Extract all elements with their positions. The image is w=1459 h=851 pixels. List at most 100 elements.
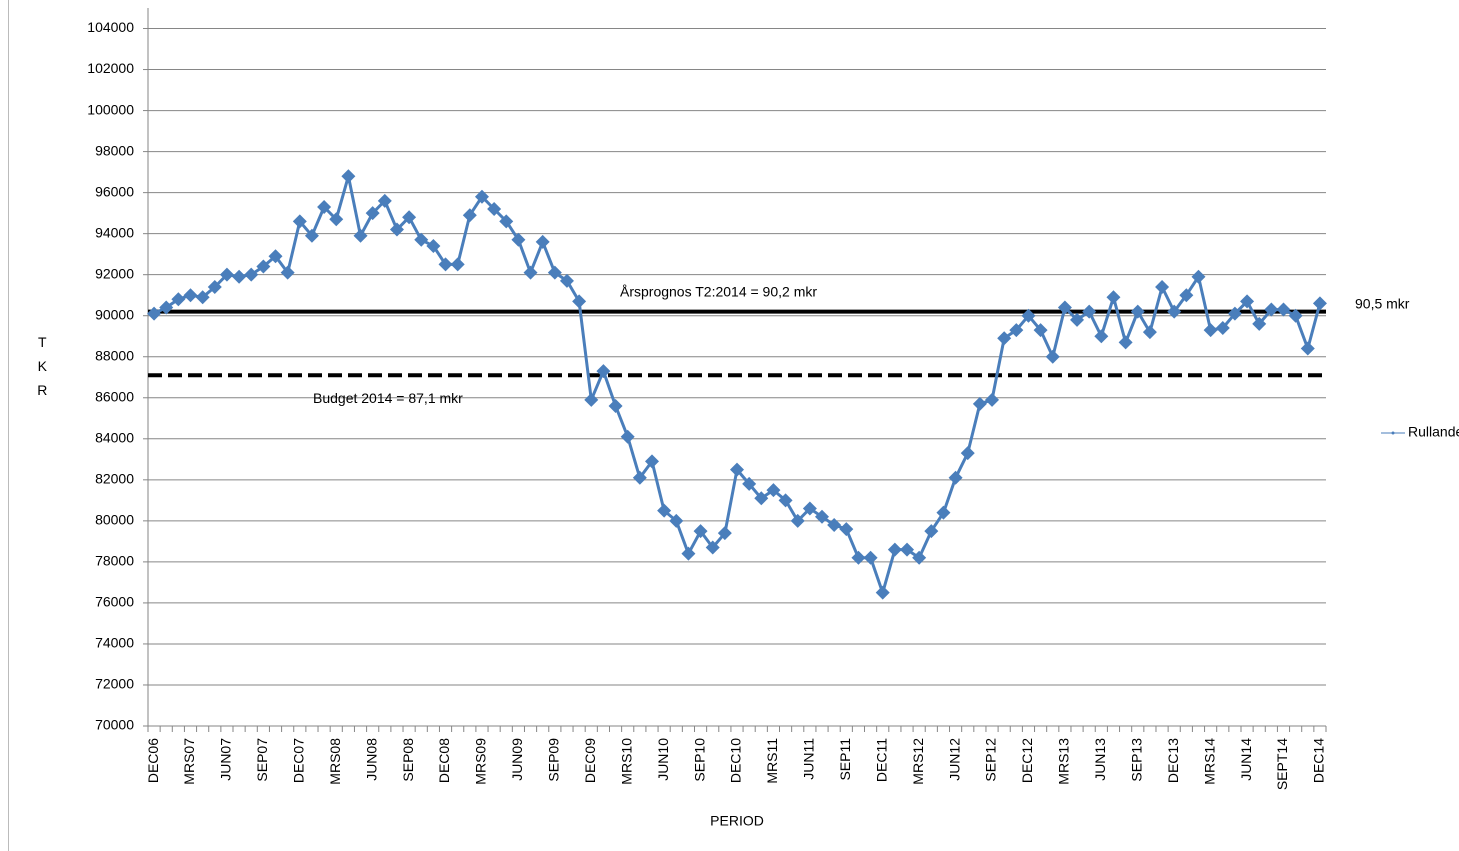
data-point	[438, 257, 453, 272]
x-tick-label: JUN10	[655, 738, 671, 781]
data-point	[657, 503, 672, 518]
data-point	[450, 257, 465, 272]
data-point	[766, 483, 781, 498]
data-point	[620, 429, 635, 444]
data-point	[1009, 323, 1024, 338]
data-point	[1033, 323, 1048, 338]
annotation: 90,5 mkr	[1355, 296, 1410, 312]
data-point	[632, 470, 647, 485]
data-point	[159, 300, 174, 315]
data-point	[353, 228, 368, 243]
data-point	[1264, 302, 1279, 317]
x-tick-label: SEP07	[254, 738, 270, 782]
x-tick-label: JUN08	[363, 738, 379, 781]
data-point	[912, 550, 927, 565]
legend-label: Rullande årsvärdet	[1408, 424, 1459, 440]
x-tick-label: JUN13	[1092, 738, 1108, 781]
x-tick-label: MRS10	[618, 738, 634, 785]
data-point	[341, 169, 356, 184]
x-tick-label: DEC07	[291, 738, 307, 783]
data-point	[669, 513, 684, 528]
data-point	[742, 476, 757, 491]
data-point	[1191, 269, 1206, 284]
data-point	[462, 208, 477, 223]
data-point	[1021, 308, 1036, 323]
x-tick-label: SEP10	[691, 738, 707, 782]
y-tick-label: 100000	[87, 101, 134, 117]
x-tick-label: JUN11	[801, 738, 817, 780]
data-point	[547, 265, 562, 280]
data-point	[985, 392, 1000, 407]
x-tick-label: MRS14	[1201, 738, 1217, 785]
data-point	[414, 232, 429, 247]
x-tick-label: JUN09	[509, 738, 525, 781]
data-point	[183, 288, 198, 303]
data-point	[608, 398, 623, 413]
data-point	[1252, 316, 1267, 331]
data-point	[730, 462, 744, 477]
data-point	[1118, 335, 1133, 350]
y-tick-label: 104000	[87, 19, 134, 35]
data-point	[693, 524, 708, 539]
data-point	[256, 259, 271, 274]
x-tick-label: DEC12	[1019, 738, 1035, 783]
series-line	[153, 174, 1322, 595]
data-point	[1057, 300, 1072, 315]
x-tick-label: MRS07	[181, 738, 197, 785]
y-tick-label: 80000	[95, 512, 134, 528]
data-point	[317, 199, 332, 214]
y-tick-label: 78000	[95, 553, 134, 569]
y-tick-label: 84000	[95, 430, 134, 446]
reference-label: Budget 2014 = 87,1 mkr	[313, 390, 463, 406]
data-point	[207, 279, 222, 294]
x-tick-label: DEC10	[728, 738, 744, 783]
data-point	[584, 392, 599, 407]
data-point	[195, 290, 210, 305]
x-tick-label: SEP08	[400, 738, 416, 782]
x-tick-label: MRS09	[473, 738, 489, 785]
data-point	[1240, 294, 1255, 309]
x-tick-label: DEC08	[436, 738, 452, 783]
data-point	[1106, 290, 1121, 305]
x-tick-label: SEP11	[837, 738, 853, 781]
y-tick-label: 94000	[95, 224, 134, 240]
y-tick-label: 98000	[95, 142, 134, 158]
data-point	[802, 501, 817, 516]
y-tick-label: 74000	[95, 635, 134, 651]
data-point	[499, 214, 514, 229]
data-point	[1045, 349, 1060, 364]
data-point	[559, 273, 574, 288]
y-tick-label: 90000	[95, 306, 134, 322]
data-point	[900, 542, 915, 557]
data-point	[1094, 329, 1109, 344]
x-tick-label: SEP13	[1128, 738, 1144, 782]
x-tick-label: SEPT14	[1274, 738, 1290, 790]
data-point	[1167, 304, 1182, 319]
data-point	[244, 267, 259, 282]
data-point	[1155, 279, 1170, 294]
data-point	[839, 522, 854, 537]
x-tick-label: MRS11	[764, 738, 780, 784]
y-tick-label: 92000	[95, 265, 134, 281]
y-tick-label: 86000	[95, 388, 134, 404]
data-point	[402, 210, 417, 225]
data-point	[717, 526, 732, 541]
x-tick-label: MRS08	[327, 738, 343, 785]
data-point	[827, 517, 842, 532]
y-tick-label: 96000	[95, 183, 134, 199]
data-point	[329, 212, 344, 227]
y-tick-label: 72000	[95, 676, 134, 692]
y-tick-label: 70000	[95, 717, 134, 733]
data-point	[232, 269, 247, 284]
x-tick-label: DEC13	[1165, 738, 1181, 783]
data-point	[487, 202, 502, 217]
data-point	[1082, 304, 1097, 319]
y-tick-label: 82000	[95, 471, 134, 487]
data-point	[887, 542, 902, 557]
data-point	[572, 294, 587, 309]
data-point	[147, 306, 162, 321]
data-point	[280, 265, 295, 280]
data-point	[1312, 296, 1327, 311]
data-point	[171, 292, 186, 307]
